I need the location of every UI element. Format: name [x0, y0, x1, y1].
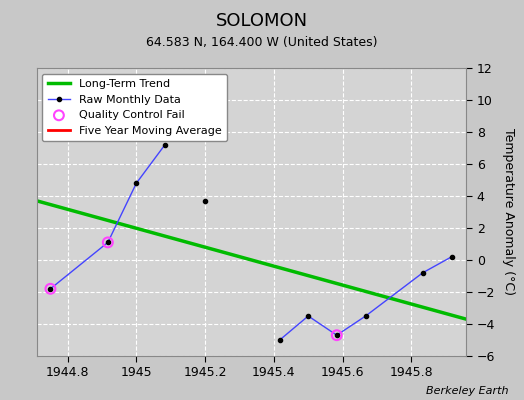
Quality Control Fail	[333, 332, 341, 338]
Line: Raw Monthly Data: Raw Monthly Data	[48, 143, 167, 291]
Raw Monthly Data	[47, 286, 53, 291]
Legend: Long-Term Trend, Raw Monthly Data, Quality Control Fail, Five Year Moving Averag: Long-Term Trend, Raw Monthly Data, Quali…	[42, 74, 227, 141]
Text: SOLOMON: SOLOMON	[216, 12, 308, 30]
Text: 64.583 N, 164.400 W (United States): 64.583 N, 164.400 W (United States)	[146, 36, 378, 49]
Y-axis label: Temperature Anomaly (°C): Temperature Anomaly (°C)	[501, 128, 515, 296]
Raw Monthly Data	[162, 142, 168, 147]
Raw Monthly Data	[133, 181, 139, 186]
Quality Control Fail	[104, 239, 112, 246]
Quality Control Fail	[46, 286, 54, 292]
Raw Monthly Data	[105, 240, 111, 245]
Text: Berkeley Earth: Berkeley Earth	[426, 386, 508, 396]
